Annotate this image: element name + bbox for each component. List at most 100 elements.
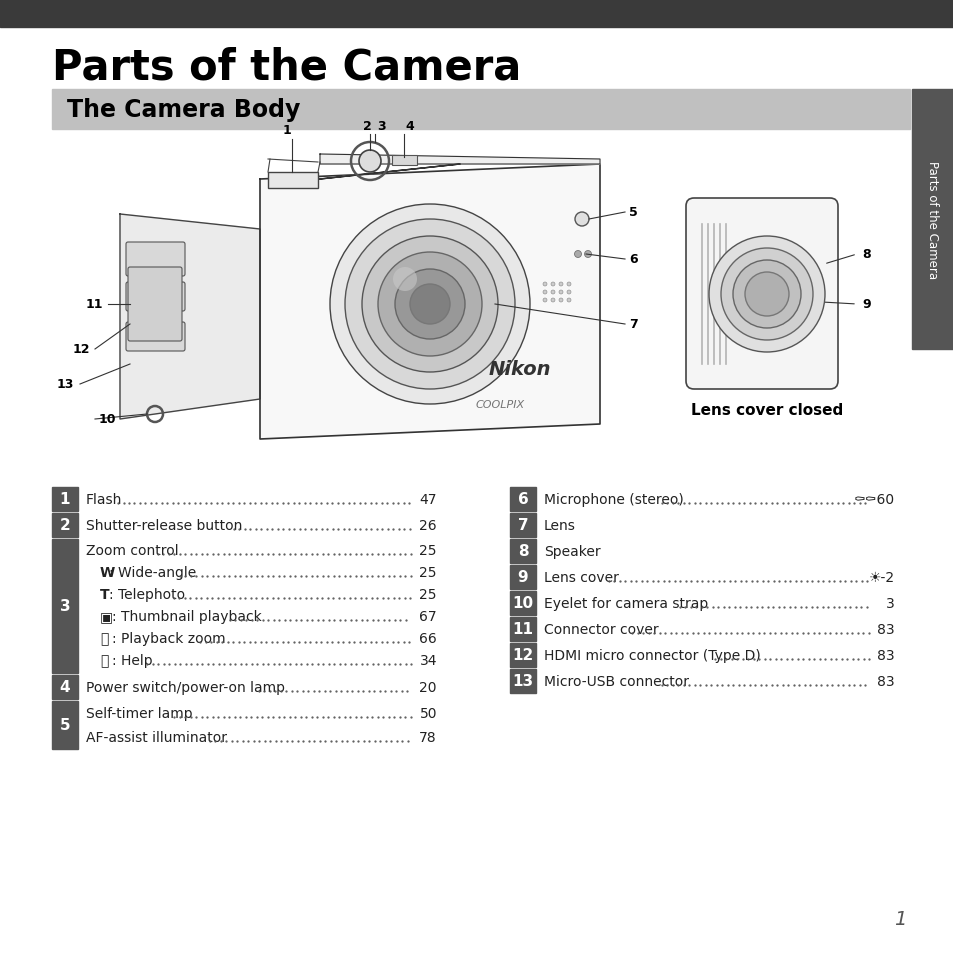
Text: 78: 78	[419, 730, 436, 744]
Circle shape	[566, 291, 571, 294]
Circle shape	[732, 261, 801, 329]
Text: 7: 7	[628, 318, 638, 331]
Text: Connector cover: Connector cover	[543, 622, 658, 637]
Text: ⌕: ⌕	[100, 631, 109, 645]
Text: 34: 34	[419, 654, 436, 667]
Circle shape	[542, 291, 546, 294]
Text: 8: 8	[517, 544, 528, 558]
Bar	[52, 701, 78, 749]
Bar	[510, 618, 536, 641]
Text: Micro-USB connector: Micro-USB connector	[543, 675, 693, 688]
Bar	[52, 514, 78, 537]
FancyBboxPatch shape	[126, 323, 185, 352]
Text: ❓: ❓	[100, 654, 109, 667]
Circle shape	[584, 252, 591, 258]
Text: Self-timer lamp: Self-timer lamp	[86, 706, 193, 720]
Circle shape	[358, 151, 380, 172]
Text: 5: 5	[60, 718, 71, 733]
Text: 11: 11	[86, 298, 103, 312]
Bar	[52, 676, 78, 700]
Text: HDMI micro connector (Type D): HDMI micro connector (Type D)	[543, 648, 760, 662]
Circle shape	[574, 252, 581, 258]
Text: 9: 9	[517, 570, 528, 585]
Circle shape	[575, 213, 588, 227]
Text: Parts of the Camera: Parts of the Camera	[925, 161, 939, 279]
Circle shape	[542, 283, 546, 287]
Circle shape	[395, 270, 464, 339]
Text: Power switch/power-on lamp: Power switch/power-on lamp	[86, 680, 285, 695]
Text: : Telephoto: : Telephoto	[109, 587, 185, 601]
Text: The Camera Body: The Camera Body	[67, 98, 300, 122]
Text: 1: 1	[282, 124, 291, 137]
Bar	[510, 539, 536, 563]
Text: 10: 10	[512, 596, 533, 611]
Circle shape	[744, 273, 788, 316]
Bar	[510, 514, 536, 537]
Text: 8: 8	[862, 247, 870, 260]
Polygon shape	[120, 214, 260, 419]
Polygon shape	[319, 154, 599, 165]
Bar	[52, 90, 909, 130]
Text: Speaker: Speaker	[543, 544, 600, 558]
Text: 10: 10	[99, 413, 116, 426]
Text: Flash: Flash	[86, 493, 122, 506]
Circle shape	[566, 283, 571, 287]
Circle shape	[720, 249, 812, 340]
Text: 25: 25	[419, 565, 436, 579]
Text: AF-assist illuminator: AF-assist illuminator	[86, 730, 227, 744]
Circle shape	[551, 298, 555, 303]
FancyBboxPatch shape	[126, 283, 185, 312]
Text: 4: 4	[405, 120, 414, 132]
Circle shape	[377, 253, 481, 356]
Text: Lens cover: Lens cover	[543, 571, 622, 584]
Bar	[510, 669, 536, 693]
Circle shape	[558, 283, 562, 287]
Bar	[510, 643, 536, 667]
Circle shape	[558, 291, 562, 294]
Bar	[0, 0, 953, 28]
Circle shape	[551, 283, 555, 287]
Text: 83: 83	[877, 675, 894, 688]
Text: Parts of the Camera: Parts of the Camera	[52, 47, 520, 89]
Text: Shutter-release button: Shutter-release button	[86, 518, 242, 533]
Circle shape	[410, 285, 450, 325]
Bar	[510, 488, 536, 512]
Circle shape	[566, 298, 571, 303]
Bar	[268, 172, 317, 189]
Circle shape	[558, 298, 562, 303]
Text: 20: 20	[419, 680, 436, 695]
Text: 26: 26	[419, 518, 436, 533]
Polygon shape	[319, 165, 459, 180]
Text: Lens cover closed: Lens cover closed	[690, 402, 842, 417]
Text: 5: 5	[628, 206, 638, 219]
Text: 1: 1	[893, 909, 905, 928]
FancyBboxPatch shape	[685, 199, 837, 390]
Text: COOLPIX: COOLPIX	[475, 399, 524, 410]
Text: 11: 11	[512, 622, 533, 637]
Circle shape	[551, 291, 555, 294]
Circle shape	[542, 298, 546, 303]
Text: 6: 6	[517, 492, 528, 507]
Text: Zoom control: Zoom control	[86, 543, 178, 558]
Text: 25: 25	[419, 587, 436, 601]
Text: 3: 3	[60, 598, 71, 614]
Text: 9: 9	[862, 298, 870, 312]
Text: Nikon: Nikon	[488, 360, 551, 379]
Text: 3: 3	[885, 597, 894, 610]
Text: 83: 83	[877, 648, 894, 662]
Text: ⚰⚰60: ⚰⚰60	[853, 493, 894, 506]
Text: ☀-2: ☀-2	[868, 571, 894, 584]
Text: 7: 7	[517, 518, 528, 533]
Text: 13: 13	[56, 378, 74, 391]
Text: Microphone (stereo): Microphone (stereo)	[543, 493, 687, 506]
Text: 3: 3	[377, 120, 386, 132]
Circle shape	[330, 205, 530, 405]
Text: 12: 12	[72, 343, 90, 356]
Text: 4: 4	[60, 679, 71, 695]
FancyBboxPatch shape	[126, 243, 185, 276]
Text: : Playback zoom: : Playback zoom	[112, 631, 226, 645]
Text: 1: 1	[60, 492, 71, 507]
Text: 2: 2	[59, 518, 71, 533]
Bar	[911, 90, 953, 350]
Text: : Wide-angle: : Wide-angle	[109, 565, 196, 579]
